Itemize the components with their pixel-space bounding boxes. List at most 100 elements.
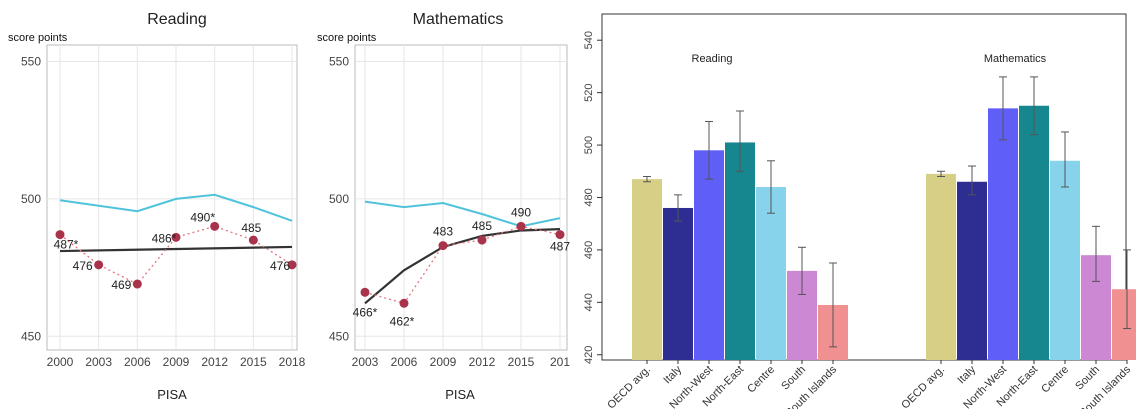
p1-data-label: 485 (241, 221, 261, 235)
mathematics-x-ticks: 2003 2006 2009 2012 2015 201 (352, 355, 571, 369)
p1-x-tick-label: 2012 (201, 355, 228, 369)
p2-oecd-average-line (364, 200, 561, 228)
p1-oecd-average-line (59, 193, 293, 222)
bar-group-label-reading: Reading (692, 53, 733, 65)
p2-data-point (516, 221, 526, 231)
p1-x-tick-label: 2009 (163, 355, 190, 369)
p1-data-label: 487* (54, 238, 79, 252)
p1-data-point (132, 279, 142, 289)
bar-y-ticks: 420 440 460 480 500 520 540 (583, 31, 602, 364)
reading-x-ticks: 2000 2003 2006 2009 2012 2015 2018 (47, 355, 306, 369)
p1-data-label: 486* (152, 231, 177, 245)
p2-x-tick-label: 2015 (508, 355, 535, 369)
p1-x-tick-label: 2015 (240, 355, 267, 369)
p1-data-label: 469 (111, 278, 131, 292)
mathematics-series: 466* 462* 483 485 490 487 (353, 200, 570, 328)
mathematics-y-ticks: 450 500 550 (329, 54, 349, 343)
bar (632, 179, 662, 360)
bar (1019, 105, 1049, 360)
p1-data-point (287, 260, 297, 270)
p1-trend-line (59, 245, 293, 253)
p1-data-point (248, 235, 258, 245)
mathematics-gridlines (355, 45, 567, 350)
p2-y-tick-label: 550 (329, 54, 349, 68)
bar-category-label: OECD avg. (605, 364, 653, 409)
bar-group-label-mathematics: Mathematics (984, 53, 1047, 65)
p1-y-tick-label: 500 (21, 192, 41, 206)
reading-title: Reading (147, 11, 207, 28)
p1-x-tick-label: 2000 (47, 355, 74, 369)
bar-y-tick-label: 420 (583, 346, 595, 364)
p2-data-label: 490 (511, 205, 531, 219)
p1-data-point (94, 260, 104, 270)
bar-y-tick-label: 480 (583, 188, 595, 206)
bar (988, 108, 1018, 360)
p1-data-label: 476 (73, 259, 93, 273)
p1-y-tick-label: 450 (21, 329, 41, 343)
p2-y-tick-label: 500 (329, 192, 349, 206)
reading-y-axis-label: score points (8, 32, 68, 44)
p2-x-tick-label: 2003 (352, 355, 379, 369)
bar (957, 181, 987, 360)
bar-category-label: Italy (955, 363, 978, 386)
reading-y-ticks: 450 500 550 (21, 54, 41, 343)
bar (926, 173, 956, 360)
p2-x-tick-label: 2006 (391, 355, 418, 369)
bar-category-label: South (779, 364, 808, 393)
bar-y-tick-label: 500 (583, 136, 595, 154)
bar (1050, 160, 1080, 360)
p1-data-point (171, 232, 181, 242)
p1-x-tick-label: 2006 (124, 355, 151, 369)
reading-gridlines (47, 45, 297, 350)
reading-plot-frame (46, 44, 298, 351)
reading-x-axis-label: PISA (157, 387, 187, 402)
reading-series: 487* 476 469 486* 490* 485 476 (54, 193, 297, 292)
p2-data-label: 485 (472, 219, 492, 233)
mathematics-y-axis-label: score points (317, 32, 377, 44)
bar-series (632, 76, 1136, 360)
mathematics-plot-frame (354, 44, 568, 351)
bar-category-label: Italy (661, 363, 684, 386)
p2-x-tick-label: 201 (550, 355, 570, 369)
bar (694, 150, 724, 360)
bar (1112, 289, 1136, 360)
bar-y-tick-label: 540 (583, 31, 595, 49)
bar-category-label: OECD avg. (899, 364, 947, 409)
bar-category-label: Centre (745, 364, 777, 396)
bar-y-tick-label: 440 (583, 293, 595, 311)
p2-x-tick-label: 2009 (430, 355, 457, 369)
p2-data-label: 466* (353, 305, 378, 319)
mathematics-x-axis-label: PISA (445, 387, 475, 402)
p2-data-label: 462* (390, 314, 415, 328)
p2-data-label: 487 (550, 240, 570, 254)
p2-data-point (438, 241, 448, 251)
bar (725, 142, 755, 360)
bar (756, 187, 786, 360)
p2-data-point (477, 235, 487, 245)
bar-plot-frame (601, 13, 1127, 361)
p1-data-label: 490* (190, 210, 215, 224)
p2-data-point (399, 298, 409, 308)
p2-trend-line (364, 227, 561, 305)
p2-x-tick-label: 2012 (469, 355, 496, 369)
mathematics-title: Mathematics (413, 11, 504, 28)
p1-x-tick-label: 2003 (85, 355, 112, 369)
p2-data-point (360, 287, 370, 297)
bar (663, 207, 693, 360)
p2-y-tick-label: 450 (329, 329, 349, 343)
p2-country-dotted-line (364, 225, 561, 305)
p1-y-tick-label: 550 (21, 54, 41, 68)
bar-category-label: Centre (1039, 364, 1071, 396)
p2-data-label: 483 (433, 225, 453, 239)
p2-data-point (555, 230, 565, 240)
p1-data-point (210, 221, 220, 231)
p1-x-tick-label: 2018 (279, 355, 306, 369)
p1-data-label: 476 (270, 259, 290, 273)
bar-category-label: South (1073, 364, 1102, 393)
p1-data-point (55, 230, 65, 240)
